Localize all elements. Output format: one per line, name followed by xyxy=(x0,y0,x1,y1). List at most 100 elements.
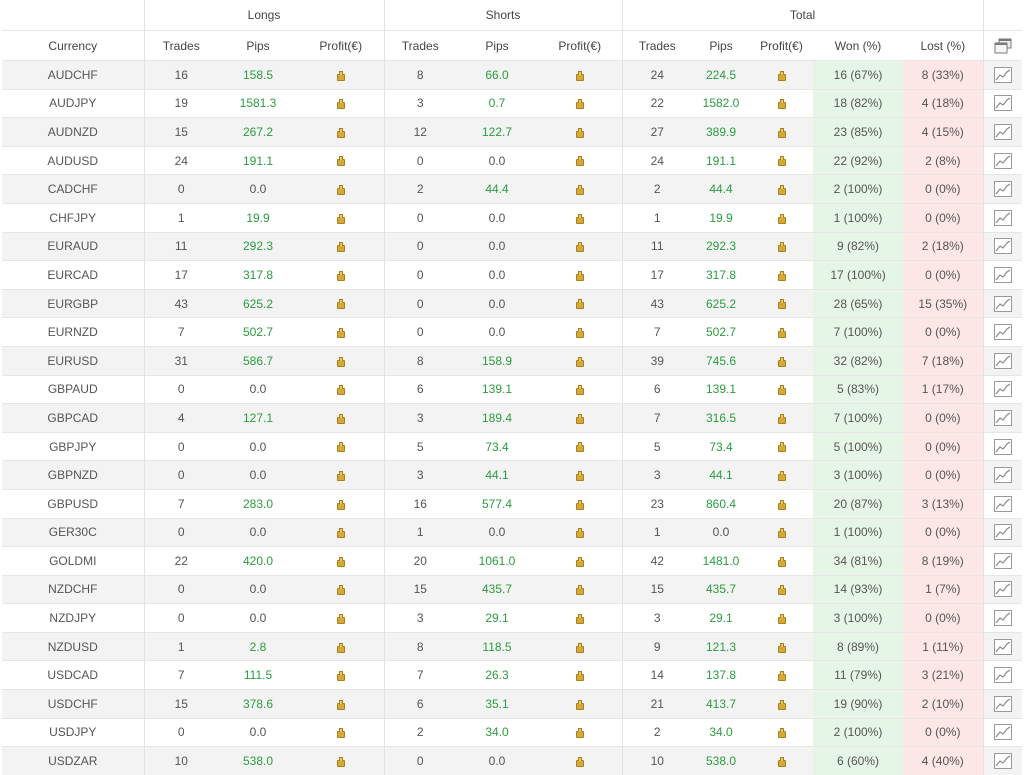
profit-cell[interactable] xyxy=(750,432,814,461)
money-bag-icon[interactable] xyxy=(336,699,346,710)
money-bag-icon[interactable] xyxy=(575,70,585,81)
money-bag-icon[interactable] xyxy=(575,470,585,481)
profit-cell[interactable] xyxy=(538,60,623,90)
money-bag-icon[interactable] xyxy=(575,499,585,510)
profit-cell[interactable] xyxy=(298,603,385,633)
profit-cell[interactable] xyxy=(750,203,814,233)
profit-cell[interactable] xyxy=(750,460,814,490)
profit-cell[interactable] xyxy=(298,289,385,318)
chart-button[interactable] xyxy=(983,317,1023,347)
profit-cell[interactable] xyxy=(538,232,623,261)
money-bag-icon[interactable] xyxy=(575,585,585,596)
money-bag-icon[interactable] xyxy=(777,671,787,682)
profit-cell[interactable] xyxy=(538,518,623,547)
profit-cell[interactable] xyxy=(750,632,814,661)
money-bag-icon[interactable] xyxy=(777,413,787,424)
chart-button[interactable] xyxy=(983,546,1023,576)
money-bag-icon[interactable] xyxy=(777,642,787,653)
chart-icon[interactable] xyxy=(993,324,1012,341)
money-bag-icon[interactable] xyxy=(575,728,585,739)
chart-icon[interactable] xyxy=(993,381,1012,398)
profit-cell[interactable] xyxy=(750,746,814,775)
profit-cell[interactable] xyxy=(298,260,385,290)
chart-button[interactable] xyxy=(983,718,1023,747)
money-bag-icon[interactable] xyxy=(575,699,585,710)
money-bag-icon[interactable] xyxy=(777,757,787,768)
chart-icon[interactable] xyxy=(993,409,1012,426)
chart-button[interactable] xyxy=(983,375,1023,404)
profit-cell[interactable] xyxy=(298,432,385,461)
chart-button[interactable] xyxy=(983,746,1023,775)
money-bag-icon[interactable] xyxy=(336,642,346,653)
chart-icon[interactable] xyxy=(993,724,1012,741)
profit-cell[interactable] xyxy=(538,203,623,233)
chart-button[interactable] xyxy=(983,575,1023,604)
profit-cell[interactable] xyxy=(538,89,623,118)
profit-cell[interactable] xyxy=(298,89,385,118)
chart-icon[interactable] xyxy=(993,66,1012,83)
money-bag-icon[interactable] xyxy=(575,671,585,682)
profit-cell[interactable] xyxy=(750,546,814,576)
money-bag-icon[interactable] xyxy=(777,728,787,739)
chart-icon[interactable] xyxy=(993,638,1012,655)
money-bag-icon[interactable] xyxy=(336,99,346,110)
money-bag-icon[interactable] xyxy=(777,127,787,138)
chart-icon[interactable] xyxy=(993,581,1012,598)
profit-cell[interactable] xyxy=(750,575,814,604)
chart-button[interactable] xyxy=(983,203,1023,233)
money-bag-icon[interactable] xyxy=(336,213,346,224)
money-bag-icon[interactable] xyxy=(336,470,346,481)
chart-icon[interactable] xyxy=(993,95,1012,112)
chart-button[interactable] xyxy=(983,489,1023,518)
profit-cell[interactable] xyxy=(750,660,814,690)
money-bag-icon[interactable] xyxy=(575,242,585,253)
chart-button[interactable] xyxy=(983,146,1023,175)
money-bag-icon[interactable] xyxy=(575,299,585,310)
profit-cell[interactable] xyxy=(750,346,814,376)
profit-cell[interactable] xyxy=(538,632,623,661)
money-bag-icon[interactable] xyxy=(575,757,585,768)
profit-cell[interactable] xyxy=(538,403,623,433)
profit-cell[interactable] xyxy=(298,174,385,204)
money-bag-icon[interactable] xyxy=(777,356,787,367)
chart-icon[interactable] xyxy=(993,266,1012,283)
money-bag-icon[interactable] xyxy=(777,699,787,710)
money-bag-icon[interactable] xyxy=(575,185,585,195)
chart-button[interactable] xyxy=(983,117,1023,147)
profit-cell[interactable] xyxy=(298,460,385,490)
profit-cell[interactable] xyxy=(298,489,385,518)
money-bag-icon[interactable] xyxy=(777,242,787,253)
chart-icon[interactable] xyxy=(993,181,1012,198)
profit-cell[interactable] xyxy=(538,117,623,147)
money-bag-icon[interactable] xyxy=(575,442,585,453)
profit-cell[interactable] xyxy=(298,546,385,576)
profit-cell[interactable] xyxy=(750,289,814,318)
chart-button[interactable] xyxy=(983,689,1023,719)
profit-cell[interactable] xyxy=(298,660,385,690)
money-bag-icon[interactable] xyxy=(336,356,346,367)
chart-icon[interactable] xyxy=(993,238,1012,255)
chart-icon[interactable] xyxy=(993,352,1012,369)
profit-cell[interactable] xyxy=(538,260,623,290)
profit-cell[interactable] xyxy=(298,346,385,376)
chart-icon[interactable] xyxy=(993,152,1012,169)
money-bag-icon[interactable] xyxy=(777,213,787,224)
money-bag-icon[interactable] xyxy=(336,556,346,567)
money-bag-icon[interactable] xyxy=(336,757,346,768)
money-bag-icon[interactable] xyxy=(336,242,346,253)
profit-cell[interactable] xyxy=(750,89,814,118)
chart-button[interactable] xyxy=(983,432,1023,461)
money-bag-icon[interactable] xyxy=(575,213,585,224)
chart-button[interactable] xyxy=(983,260,1023,290)
profit-cell[interactable] xyxy=(750,518,814,547)
chart-icon[interactable] xyxy=(993,695,1012,712)
profit-cell[interactable] xyxy=(538,489,623,518)
money-bag-icon[interactable] xyxy=(336,70,346,81)
profit-cell[interactable] xyxy=(538,174,623,204)
profit-cell[interactable] xyxy=(750,146,814,175)
profit-cell[interactable] xyxy=(538,346,623,376)
chart-button[interactable] xyxy=(983,289,1023,318)
chart-icon[interactable] xyxy=(993,295,1012,312)
profit-cell[interactable] xyxy=(298,403,385,433)
money-bag-icon[interactable] xyxy=(336,728,346,739)
